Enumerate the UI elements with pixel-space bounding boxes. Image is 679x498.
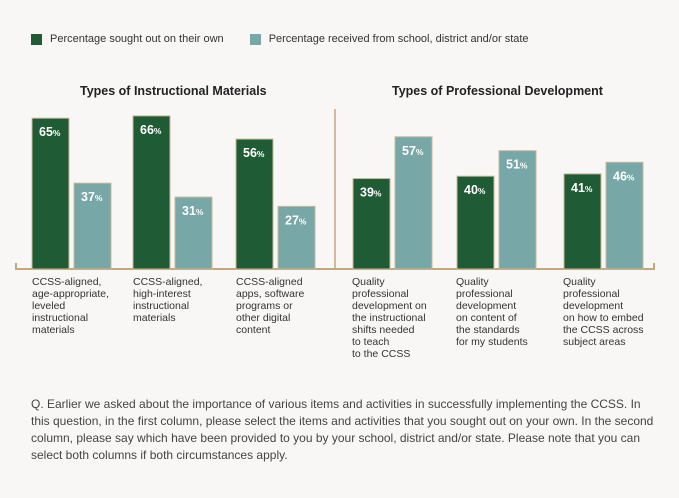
data-label: 46% bbox=[613, 169, 635, 183]
bar-received bbox=[394, 136, 433, 270]
bar-received bbox=[174, 196, 213, 270]
bar-received bbox=[605, 161, 644, 270]
category-label: CCSS-aligned apps, software programs or … bbox=[236, 276, 305, 336]
data-label: 31% bbox=[182, 204, 204, 218]
category-label: Quality professional development on cont… bbox=[456, 276, 528, 348]
legend-item-own: Percentage sought out on their own bbox=[31, 33, 224, 45]
category-label: Quality professional development on how … bbox=[563, 276, 644, 348]
data-label: 39% bbox=[360, 186, 382, 200]
bar-received bbox=[277, 205, 316, 270]
survey-question-text: Q. Earlier we asked about the importance… bbox=[31, 397, 654, 462]
bar-own bbox=[132, 115, 171, 270]
category-label: Quality professional development on the … bbox=[352, 276, 427, 360]
legend-swatch-received bbox=[249, 33, 261, 45]
chart-title-professional-development: Types of Professional Development bbox=[392, 84, 603, 98]
data-label: 27% bbox=[285, 213, 307, 227]
legend-swatch-own bbox=[31, 33, 42, 45]
bar-own bbox=[563, 173, 602, 270]
bar-own bbox=[235, 138, 274, 270]
chart-title-instructional-materials: Types of Instructional Materials bbox=[80, 84, 267, 98]
legend: Percentage sought out on their own Perce… bbox=[31, 33, 555, 45]
legend-label-own: Percentage sought out on their own bbox=[50, 33, 224, 45]
data-label: 65% bbox=[39, 125, 61, 139]
bar-received bbox=[73, 182, 112, 270]
bar-received bbox=[498, 150, 537, 270]
bar-own bbox=[352, 178, 391, 270]
bar-own bbox=[456, 175, 495, 270]
data-label: 41% bbox=[571, 181, 593, 195]
bar-own bbox=[31, 117, 70, 270]
category-label: CCSS-aligned, high-interest instructiona… bbox=[133, 276, 203, 324]
data-label: 37% bbox=[81, 190, 103, 204]
data-label: 51% bbox=[506, 158, 528, 172]
legend-item-received: Percentage received from school, distric… bbox=[249, 33, 529, 45]
data-label: 66% bbox=[140, 123, 162, 137]
legend-label-received: Percentage received from school, distric… bbox=[268, 33, 529, 45]
data-label: 57% bbox=[402, 144, 424, 158]
data-label: 56% bbox=[243, 146, 265, 160]
category-label: CCSS-aligned, age-appropriate, leveled i… bbox=[32, 276, 110, 336]
data-label: 40% bbox=[464, 183, 486, 197]
